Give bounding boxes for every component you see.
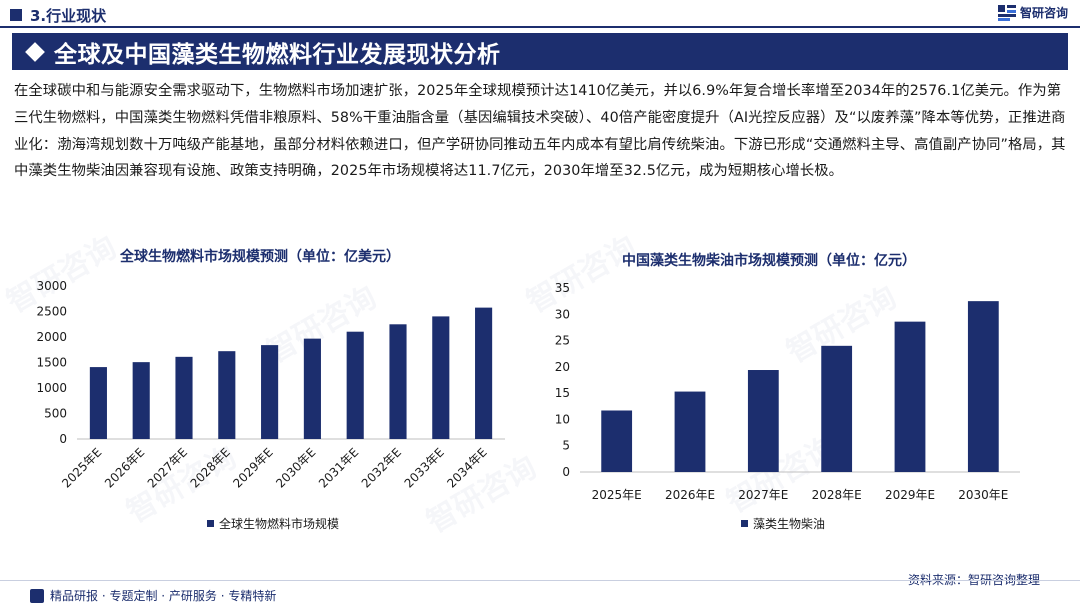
y-tick-label: 30 bbox=[555, 307, 570, 321]
x-tick-label: 2029年E bbox=[885, 488, 935, 502]
y-tick-label: 2000 bbox=[36, 330, 67, 344]
legend-swatch-icon bbox=[207, 520, 214, 527]
bar-2031年E bbox=[346, 331, 364, 439]
x-tick-label: 2026年E bbox=[102, 445, 147, 490]
footer-logo-icon bbox=[30, 588, 44, 603]
x-tick-label: 2029年E bbox=[230, 445, 275, 490]
brand-name: 智研咨询 bbox=[1019, 6, 1068, 20]
bar-2028年E bbox=[218, 351, 236, 439]
brand-logo-icon bbox=[997, 4, 1016, 21]
header-divider bbox=[0, 26, 1080, 28]
footer-tagline: 精品研报 · 专题定制 · 产研服务 · 专精特新 bbox=[50, 589, 277, 603]
y-tick-label: 500 bbox=[44, 407, 67, 421]
bar-2025年E bbox=[601, 410, 633, 472]
y-tick-label: 1500 bbox=[36, 356, 67, 370]
bar-2032年E bbox=[389, 324, 407, 439]
bar-2027年E bbox=[747, 370, 779, 472]
legend-label: 全球生物燃料市场规模 bbox=[219, 517, 340, 531]
bar-2028年E bbox=[821, 345, 853, 472]
x-tick-label: 2030年E bbox=[958, 488, 1008, 502]
china-chart-title: 中国藻类生物柴油市场规模预测（单位：亿元） bbox=[622, 253, 916, 269]
bar-2030年E bbox=[967, 301, 999, 472]
bar-2034年E bbox=[475, 307, 493, 439]
footer: 精品研报 · 专题定制 · 产研服务 · 专精特新 bbox=[30, 587, 276, 604]
x-tick-label: 2033年E bbox=[402, 445, 447, 490]
x-tick-label: 2031年E bbox=[316, 445, 361, 490]
x-tick-label: 2025年E bbox=[592, 488, 642, 502]
y-tick-label: 25 bbox=[555, 334, 570, 348]
y-tick-label: 3000 bbox=[36, 279, 67, 293]
y-tick-label: 15 bbox=[555, 386, 570, 400]
china-chart-legend: 藻类生物柴油 bbox=[741, 515, 825, 532]
bar-2029年E bbox=[894, 321, 926, 472]
global-chart-title: 全球生物燃料市场规模预测（单位：亿美元） bbox=[120, 249, 400, 265]
x-tick-label: 2027年E bbox=[738, 488, 788, 502]
global-biofuel-bar-chart: 0 500 1000 1500 2000 2500 3000 2025年E2026年E2027… bbox=[36, 279, 505, 491]
page-title: 全球及中国藻类生物燃料行业发展现状分析 bbox=[54, 41, 501, 68]
bar-2027年E bbox=[175, 356, 193, 439]
legend-label: 藻类生物柴油 bbox=[753, 517, 826, 531]
footer-divider bbox=[0, 580, 1080, 581]
bar-2026年E bbox=[674, 391, 706, 472]
legend-swatch-icon bbox=[741, 520, 748, 527]
y-tick-label: 0 bbox=[59, 432, 67, 446]
x-tick-label: 2030年E bbox=[273, 445, 318, 490]
global-chart-legend: 全球生物燃料市场规模 bbox=[207, 515, 339, 532]
brand-logo[interactable]: 智研咨询 bbox=[997, 4, 1068, 21]
x-tick-label: 2027年E bbox=[145, 445, 190, 490]
title-bar: 全球及中国藻类生物燃料行业发展现状分析 bbox=[12, 33, 1068, 70]
section-title: 3.行业现状 bbox=[30, 6, 107, 25]
y-tick-label: 10 bbox=[555, 412, 570, 426]
china-algae-diesel-bar-chart: 0 5 10 15 20 25 30 35 2025年E 2026年E 2027年E 2028年E 20… bbox=[555, 281, 1020, 502]
x-tick-label: 2028年E bbox=[812, 488, 862, 502]
x-tick-label: 2034年E bbox=[444, 445, 489, 490]
y-tick-label: 2500 bbox=[36, 305, 67, 319]
y-tick-label: 1000 bbox=[36, 381, 67, 395]
y-tick-label: 20 bbox=[555, 360, 570, 374]
x-tick-label: 2032年E bbox=[359, 445, 404, 490]
intro-paragraph: 在全球碳中和与能源安全需求驱动下，生物燃料市场加速扩张，2025年全球规模预计达… bbox=[14, 83, 1066, 180]
x-tick-label: 2025年E bbox=[59, 445, 104, 490]
diamond-icon bbox=[25, 41, 45, 62]
y-tick-label: 35 bbox=[555, 281, 570, 295]
bar-2029年E bbox=[261, 345, 279, 439]
x-tick-label: 2026年E bbox=[665, 488, 715, 502]
x-tick-label: 2028年E bbox=[188, 445, 233, 490]
section-label: 3.行业现状 bbox=[10, 5, 106, 25]
bar-2033年E bbox=[432, 316, 450, 439]
section-marker-icon bbox=[10, 9, 22, 21]
y-tick-label: 5 bbox=[562, 439, 570, 453]
bar-2025年E bbox=[89, 367, 107, 439]
y-tick-label: 0 bbox=[562, 465, 570, 479]
bar-2026年E bbox=[132, 362, 150, 439]
bar-2030年E bbox=[303, 338, 321, 439]
